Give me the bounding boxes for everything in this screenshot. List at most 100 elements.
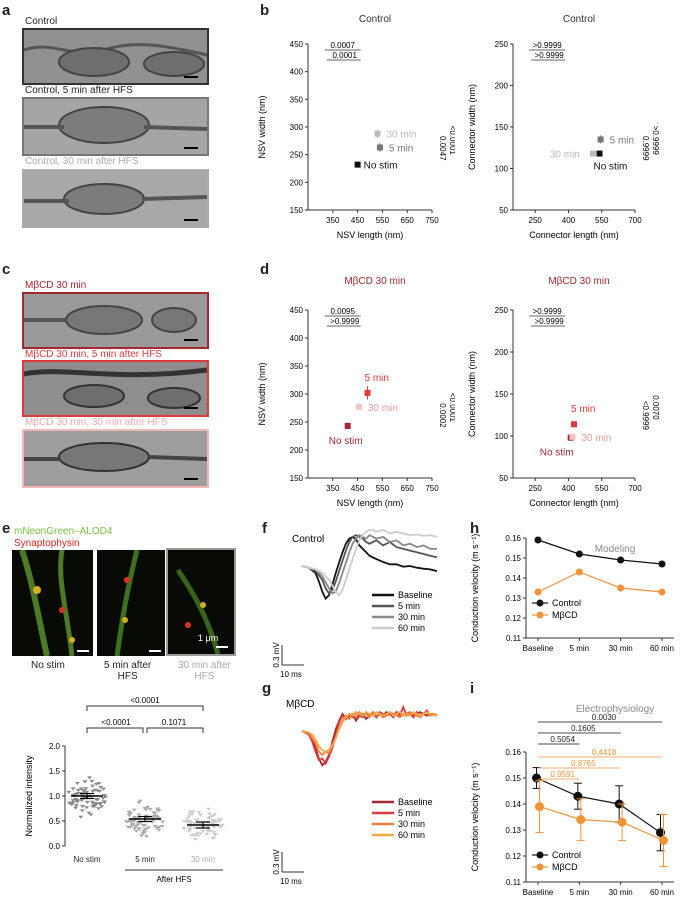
data-point xyxy=(75,788,81,792)
data-point-30-min xyxy=(355,403,362,410)
y-tick-label: 0.15 xyxy=(505,774,521,783)
stat-side-1: <0.0001 xyxy=(448,126,455,156)
trace-baseline xyxy=(301,710,438,767)
data-point xyxy=(73,806,79,810)
data-point xyxy=(101,787,107,791)
x-tick-label: 5 min xyxy=(570,888,590,897)
data-point xyxy=(192,822,198,826)
y-tick-label: 250 xyxy=(495,40,509,49)
data-point xyxy=(80,804,86,808)
fluor-caption-5min: 5 min after HFS xyxy=(104,660,152,682)
y-tick-label: 200 xyxy=(290,178,304,187)
series-line-control xyxy=(537,539,663,565)
data-point xyxy=(123,820,129,824)
data-point xyxy=(534,588,542,596)
data-point-30-min xyxy=(589,150,596,157)
stat-top-1: 0.0007 xyxy=(330,41,355,50)
data-point xyxy=(205,825,211,829)
data-point xyxy=(155,815,161,819)
data-point xyxy=(145,826,151,830)
x-tick-label: Baseline xyxy=(523,644,554,653)
y-tick-label: 200 xyxy=(495,348,509,357)
fluor-caption-30min: 30 min after HFS xyxy=(178,660,231,682)
data-point xyxy=(220,823,226,827)
data-point xyxy=(98,802,104,806)
comparison-p: <0.0001 xyxy=(101,718,131,727)
x-tick-label: 700 xyxy=(628,216,642,225)
x-tick-label: 350 xyxy=(326,484,340,493)
x-tick-label: 700 xyxy=(628,484,642,493)
panel-label-f: f xyxy=(262,520,267,537)
data-point xyxy=(152,812,158,816)
em-image-control-30min xyxy=(22,169,209,228)
stat-top-1: >0.9999 xyxy=(533,307,563,316)
data-point xyxy=(576,815,586,825)
data-point-5-min xyxy=(364,389,371,396)
data-point xyxy=(207,816,213,820)
legend-marker xyxy=(536,599,544,607)
data-point xyxy=(155,807,161,811)
x-tick-label: 250 xyxy=(529,216,543,225)
comparison-bracket xyxy=(86,705,204,711)
em-label-a1: Control, 5 min after HFS xyxy=(25,85,133,96)
data-point xyxy=(617,817,627,827)
y-tick-label: 400 xyxy=(290,68,304,77)
data-point xyxy=(656,828,665,838)
data-point xyxy=(147,807,153,811)
data-label: No stim xyxy=(329,436,363,447)
x-tick-label: Baseline xyxy=(523,888,554,897)
stat-top-2: >0.9999 xyxy=(330,317,360,326)
stat-side-1: 0.0070 xyxy=(651,395,660,420)
chart-e-intensity: 0.0 0.5 1.0 1.5 2.0 Normalized intensity No st… xyxy=(24,696,226,884)
data-point xyxy=(136,813,142,817)
data-point xyxy=(160,820,166,824)
data-point xyxy=(86,811,92,815)
stat-side-2: 0.9999 xyxy=(641,136,650,161)
data-point xyxy=(90,784,96,788)
data-point xyxy=(181,826,187,830)
stat-top-2: >0.9999 xyxy=(535,317,565,326)
data-point xyxy=(156,828,162,832)
data-point xyxy=(68,802,74,806)
data-point xyxy=(91,803,97,807)
data-point xyxy=(187,810,193,814)
comparison-p: 0.8765 xyxy=(571,759,596,768)
y-tick-label: 0.15 xyxy=(505,554,521,563)
fluor-legend-synaptophysin: Synaptophysin xyxy=(14,538,80,549)
data-point-30-min xyxy=(374,130,381,137)
data-point xyxy=(617,556,625,564)
chart-b-connector: Control 50 100 150 200 250 250 400 550 700 Connect… xyxy=(467,14,660,240)
data-point xyxy=(142,827,148,831)
data-point xyxy=(135,823,141,827)
data-point xyxy=(155,809,161,813)
legend-label: 60 min xyxy=(398,623,425,633)
y-tick-label: 0.14 xyxy=(505,574,521,583)
x-tick-label: 30 min xyxy=(609,888,633,897)
data-point xyxy=(136,816,142,820)
chart-title: Control xyxy=(359,14,391,25)
data-point xyxy=(136,827,142,831)
data-point xyxy=(131,827,137,831)
data-point xyxy=(84,800,90,804)
data-point xyxy=(133,829,139,833)
y-tick-label: 400 xyxy=(290,334,304,343)
panel-label-b: b xyxy=(260,2,270,19)
x-tick-label: 450 xyxy=(351,484,365,493)
y-tick-label: 250 xyxy=(290,418,304,427)
data-point xyxy=(658,588,666,596)
chart-i-electrophysiology: 0.11 0.12 0.13 0.14 0.15 0.16 Baseline 5 min 30 … xyxy=(470,704,674,897)
y-tick-label: 0.0 xyxy=(49,842,61,851)
chart-d-nsv: MβCD 30 min 150 200 250 300 350 400 450 350 450 55… xyxy=(257,276,455,508)
y-tick-label: 150 xyxy=(495,390,509,399)
series-line-mβcd xyxy=(537,571,663,593)
y-tick-label: 0.12 xyxy=(505,614,521,623)
chart-title: Electrophysiology xyxy=(576,704,654,715)
y-tick-label: 50 xyxy=(499,206,508,215)
data-point xyxy=(74,800,80,804)
fluor-image-30min xyxy=(166,548,236,656)
y-tick-label: 150 xyxy=(495,123,509,132)
stat-top-2: 0.0001 xyxy=(332,51,357,60)
data-point xyxy=(191,834,197,838)
fluor-image-nostim xyxy=(12,550,93,656)
